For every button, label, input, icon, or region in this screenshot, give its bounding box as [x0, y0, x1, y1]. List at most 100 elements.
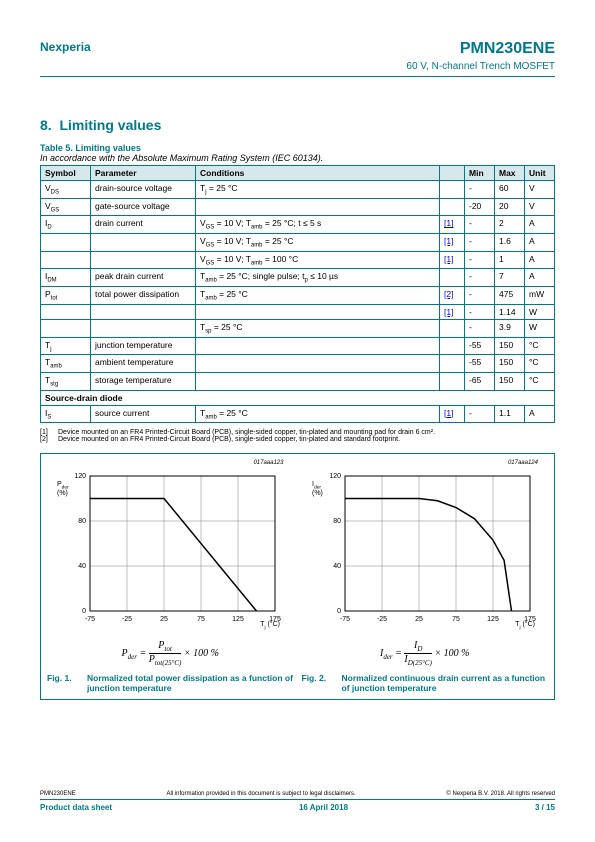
- table-cell: A: [525, 405, 555, 423]
- table-cell: drain current: [91, 216, 196, 234]
- table-row: Tjjunction temperature-55150°C: [41, 337, 555, 355]
- footer-copyright: © Nexperia B.V. 2018. All rights reserve…: [446, 791, 555, 797]
- svg-text:-25: -25: [122, 616, 132, 623]
- table-body: VDSdrain-source voltageTj = 25 °C-60VVGS…: [41, 181, 555, 423]
- table-note: In accordance with the Absolute Maximum …: [40, 153, 555, 163]
- header-right: PMN230ENE 60 V, N-channel Trench MOSFET: [406, 40, 555, 72]
- table-cell: VGS = 10 V; Tamb = 100 °C: [196, 251, 440, 269]
- table-cell: [440, 372, 465, 390]
- table-cell: [1]: [440, 304, 465, 319]
- part-subtitle: 60 V, N-channel Trench MOSFET: [406, 61, 555, 72]
- figures-container: 017aaa123 -75-25257512517504080120Pder(%…: [40, 453, 555, 700]
- table-row: VGS = 10 V; Tamb = 100 °C[1]-1A: [41, 251, 555, 269]
- table-cell: °C: [525, 355, 555, 373]
- table-cell: VGS: [41, 198, 91, 216]
- fig2-number: Fig. 2.: [302, 673, 342, 693]
- table-cell: [440, 355, 465, 373]
- fig1-caption-text: Normalized total power dissipation as a …: [87, 673, 294, 693]
- table-cell: 60: [495, 181, 525, 199]
- th-max: Max: [495, 166, 525, 181]
- part-number: PMN230ENE: [406, 40, 555, 58]
- th-min: Min: [465, 166, 495, 181]
- svg-text:-25: -25: [377, 616, 387, 623]
- svg-text:120: 120: [75, 473, 87, 480]
- table-section-row: Source-drain diode: [41, 390, 555, 405]
- footnote-text: Device mounted on an FR4 Printed-Circuit…: [58, 429, 435, 436]
- footer-part: PMN230ENE: [40, 791, 76, 797]
- table-cell: [41, 234, 91, 252]
- table-cell: 475: [495, 287, 525, 305]
- brand-name: Nexperia: [40, 40, 91, 72]
- table-cell: [91, 319, 196, 337]
- reference-link[interactable]: [1]: [444, 307, 453, 317]
- footnotes: [1]Device mounted on an FR4 Printed-Circ…: [40, 429, 555, 443]
- table-row: [1]-1.14W: [41, 304, 555, 319]
- reference-link[interactable]: [2]: [444, 289, 453, 299]
- table-cell: [196, 355, 440, 373]
- table-cell: 1: [495, 251, 525, 269]
- table-cell: ambient temperature: [91, 355, 196, 373]
- table-cell: A: [525, 269, 555, 287]
- svg-text:80: 80: [333, 518, 341, 525]
- table-row: Ptottotal power dissipationTamb = 25 °C[…: [41, 287, 555, 305]
- fig2-chart: -75-25257512517504080120Ider(%)Tj (°C): [310, 466, 540, 636]
- table-cell: [1]: [440, 216, 465, 234]
- table-cell: [91, 304, 196, 319]
- table-cell: [440, 319, 465, 337]
- footnote-num: [1]: [40, 429, 58, 436]
- fig1-number: Fig. 1.: [47, 673, 87, 693]
- table-cell: [91, 251, 196, 269]
- table-cell: ID: [41, 216, 91, 234]
- table-cell: 150: [495, 337, 525, 355]
- table-cell: Tamb = 25 °C; single pulse; tp ≤ 10 µs: [196, 269, 440, 287]
- svg-text:0: 0: [82, 608, 86, 615]
- svg-text:40: 40: [78, 563, 86, 570]
- reference-link[interactable]: [1]: [444, 236, 453, 246]
- table-row: IDMpeak drain currentTamb = 25 °C; singl…: [41, 269, 555, 287]
- footnote-text: Device mounted on an FR4 Printed-Circuit…: [58, 436, 400, 443]
- footer-page: 3 / 15: [535, 803, 555, 812]
- table-cell: junction temperature: [91, 337, 196, 355]
- svg-text:-75: -75: [85, 616, 95, 623]
- table-cell: IS: [41, 405, 91, 423]
- table-cell: A: [525, 251, 555, 269]
- reference-link[interactable]: [1]: [444, 408, 453, 418]
- table-cell: 1.14: [495, 304, 525, 319]
- table-cell: total power dissipation: [91, 287, 196, 305]
- table-cell: Tstg: [41, 372, 91, 390]
- fig1-chart: -75-25257512517504080120Pder(%)Tj (°C): [55, 466, 285, 636]
- table-cell: °C: [525, 337, 555, 355]
- table-cell: Tamb = 25 °C: [196, 287, 440, 305]
- svg-text:80: 80: [78, 518, 86, 525]
- table-row: Tambambient temperature-55150°C: [41, 355, 555, 373]
- footer-bottom: Product data sheet 16 April 2018 3 / 15: [40, 803, 555, 812]
- th-unit: Unit: [525, 166, 555, 181]
- table-cell: [196, 198, 440, 216]
- figure-2: 017aaa124 -75-25257512517504080120Ider(%…: [302, 460, 549, 693]
- table-row: Tstgstorage temperature-65150°C: [41, 372, 555, 390]
- table-section-cell: Source-drain diode: [41, 390, 555, 405]
- table-cell: Tj: [41, 337, 91, 355]
- table-cell: Tj = 25 °C: [196, 181, 440, 199]
- table-cell: [1]: [440, 405, 465, 423]
- table-cell: [41, 251, 91, 269]
- table-cell: -: [465, 234, 495, 252]
- table-cell: W: [525, 319, 555, 337]
- section-number: 8.: [40, 117, 52, 133]
- reference-link[interactable]: [1]: [444, 254, 453, 264]
- reference-link[interactable]: [1]: [444, 218, 453, 228]
- table-cell: drain-source voltage: [91, 181, 196, 199]
- section-title: 8. Limiting values: [40, 117, 555, 133]
- table-row: Tsp = 25 °C-3.9W: [41, 319, 555, 337]
- section-name: Limiting values: [59, 117, 161, 133]
- table-row: IDdrain currentVGS = 10 V; Tamb = 25 °C;…: [41, 216, 555, 234]
- table-cell: W: [525, 304, 555, 319]
- svg-text:120: 120: [329, 473, 341, 480]
- table-cell: storage temperature: [91, 372, 196, 390]
- table-title: Table 5. Limiting values: [40, 143, 555, 153]
- fig2-caption-text: Normalized continuous drain current as a…: [342, 673, 549, 693]
- svg-text:25: 25: [160, 616, 168, 623]
- footnote: [1]Device mounted on an FR4 Printed-Circ…: [40, 429, 555, 436]
- th-parameter: Parameter: [91, 166, 196, 181]
- svg-text:25: 25: [415, 616, 423, 623]
